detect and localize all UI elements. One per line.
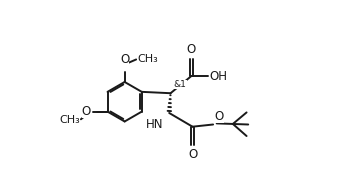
Text: &1: &1 <box>174 80 187 89</box>
Text: HN: HN <box>145 118 163 131</box>
Text: O: O <box>120 53 129 66</box>
Text: O: O <box>188 148 197 161</box>
Text: O: O <box>82 105 91 118</box>
Text: CH₃: CH₃ <box>137 54 158 64</box>
Text: CH₃: CH₃ <box>59 115 80 125</box>
Text: O: O <box>215 110 224 123</box>
Text: OH: OH <box>209 70 227 83</box>
Text: O: O <box>187 43 196 56</box>
